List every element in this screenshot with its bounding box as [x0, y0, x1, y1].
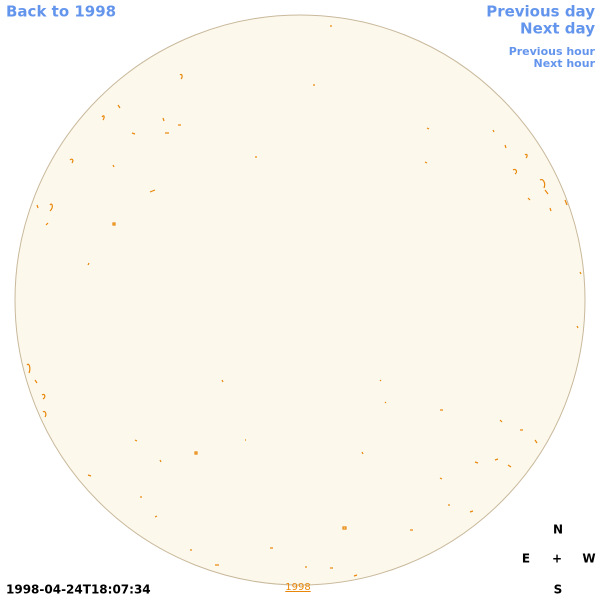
compass-center: + [552, 552, 562, 566]
sunspot-contours [26, 25, 582, 577]
solar-disk [14, 14, 586, 586]
year-link[interactable]: 1998 [285, 582, 310, 593]
timestamp: 1998-04-24T18:07:34 [6, 583, 151, 597]
next-hour-link[interactable]: Next hour [534, 57, 596, 70]
previous-hour-link[interactable]: Previous hour [509, 45, 596, 58]
compass-west: W [582, 552, 595, 566]
next-day-link[interactable]: Next day [520, 20, 595, 38]
compass-south: S [554, 583, 563, 597]
compass-east: E [522, 552, 530, 566]
previous-day-link[interactable]: Previous day [486, 3, 595, 21]
back-link[interactable]: Back to 1998 [6, 3, 116, 21]
compass-north: N [553, 523, 563, 537]
